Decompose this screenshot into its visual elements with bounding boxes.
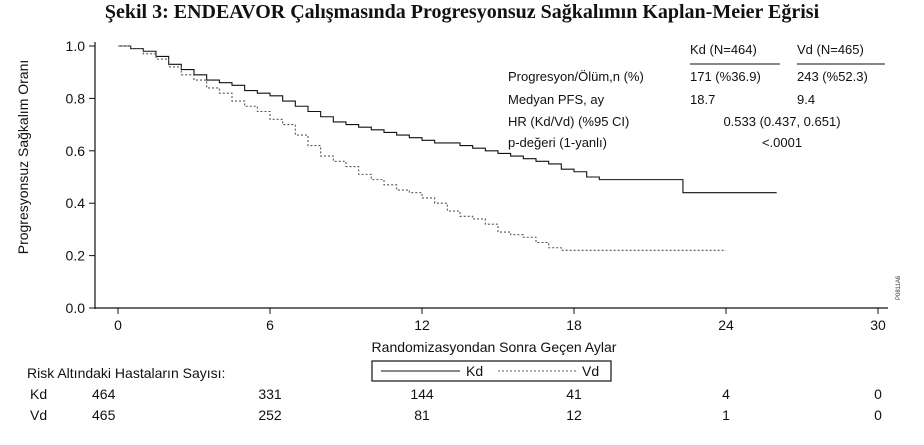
stats-row-label: HR (Kd/Vd) (%95 CI) <box>508 114 629 129</box>
risk-table: Risk Altındaki Hastaların Sayısı: Kd 464 33… <box>27 365 882 423</box>
risk-cell: 41 <box>566 386 582 402</box>
figure-title: Şekil 3: ENDEAVOR Çalışmasında Progresyo… <box>104 1 820 23</box>
risk-cell: 81 <box>414 407 430 423</box>
y-tick-label: 0.4 <box>66 195 86 211</box>
stats-row-label: p-değeri (1-yanlı) <box>508 135 607 150</box>
stats-value-vd: 9.4 <box>797 92 815 107</box>
legend-label-vd: Vd <box>582 363 599 379</box>
legend: Kd Vd <box>371 360 612 382</box>
x-tick-label: 18 <box>566 317 582 333</box>
risk-cell: 12 <box>566 407 582 423</box>
risk-cell: 0 <box>874 386 882 402</box>
axes <box>94 42 888 309</box>
x-tick-label: 24 <box>718 317 734 333</box>
stats-value-vd: 243 (%52.3) <box>797 69 868 84</box>
x-axis-ticks: 0 6 12 18 24 30 <box>114 308 886 333</box>
legend-box <box>371 360 612 382</box>
stats-table: Kd (N=464) Vd (N=465) Progresyon/Ölüm,n (%… <box>508 42 885 150</box>
risk-cell: 252 <box>258 407 282 423</box>
legend-label-kd: Kd <box>466 363 483 379</box>
stats-value-kd: 18.7 <box>690 92 715 107</box>
watermark-code: P0811A6 <box>896 275 902 300</box>
stats-row-label: Medyan PFS, ay <box>508 92 605 107</box>
risk-cell: 1 <box>722 407 730 423</box>
y-tick-label: 1.0 <box>66 38 86 54</box>
risk-row-label: Kd <box>30 386 47 402</box>
x-tick-label: 30 <box>870 317 886 333</box>
series-line-vd <box>118 45 726 251</box>
series-line-kd <box>118 45 777 194</box>
risk-cell: 464 <box>92 386 116 402</box>
risk-cell: 4 <box>722 386 730 402</box>
risk-row-label: Vd <box>30 407 47 423</box>
x-tick-label: 6 <box>266 317 274 333</box>
risk-table-title: Risk Altındaki Hastaların Sayısı: <box>27 365 225 381</box>
y-tick-label: 0.2 <box>66 248 86 264</box>
stats-row-label: Progresyon/Ölüm,n (%) <box>508 69 644 84</box>
y-tick-label: 0.0 <box>66 300 86 316</box>
x-axis-label: Randomizasyondan Sonra Geçen Aylar <box>372 339 617 355</box>
y-tick-label: 0.8 <box>66 90 86 106</box>
risk-cell: 465 <box>92 407 116 423</box>
stats-col-header-kd: Kd (N=464) <box>690 42 757 57</box>
y-axis-ticks: 0.0 0.2 0.4 0.6 0.8 1.0 <box>66 38 95 316</box>
x-tick-label: 12 <box>414 317 430 333</box>
stats-col-header-vd: Vd (N=465) <box>797 42 864 57</box>
stats-value-combined: 0.533 (0.437, 0.651) <box>723 114 840 129</box>
risk-cell: 144 <box>410 386 434 402</box>
x-tick-label: 0 <box>114 317 122 333</box>
stats-value-kd: 171 (%36.9) <box>690 69 761 84</box>
survival-curves <box>118 45 777 251</box>
stats-value-combined: <.0001 <box>762 135 802 150</box>
y-axis-label: Progresyonsuz Sağkalım Oranı <box>15 60 31 255</box>
y-tick-label: 0.6 <box>66 143 86 159</box>
risk-cell: 331 <box>258 386 282 402</box>
risk-cell: 0 <box>874 407 882 423</box>
